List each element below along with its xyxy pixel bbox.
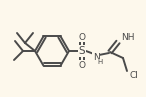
Text: N: N (93, 52, 99, 61)
Text: S: S (79, 46, 85, 56)
Text: H: H (97, 59, 103, 65)
Text: NH: NH (121, 32, 134, 42)
Text: Cl: Cl (129, 71, 138, 81)
Text: O: O (79, 61, 86, 69)
Text: O: O (79, 32, 86, 42)
